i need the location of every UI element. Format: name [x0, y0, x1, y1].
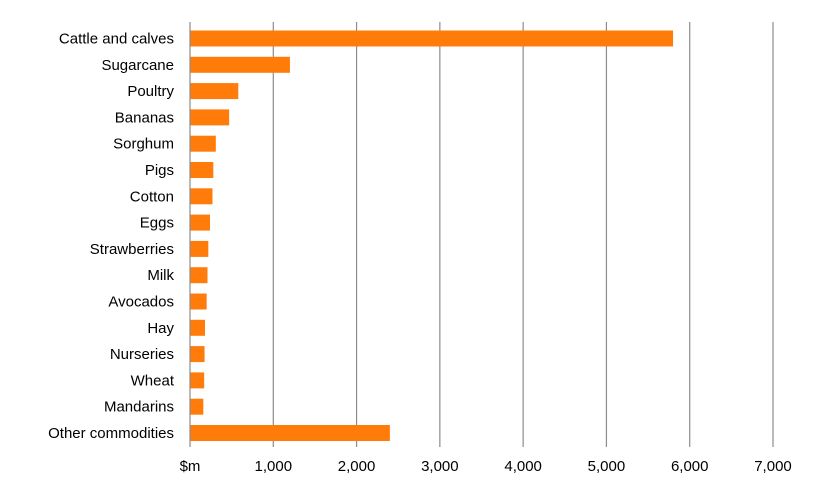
category-label: Strawberries [90, 241, 174, 258]
x-tick-label: $m [180, 458, 201, 475]
bar [190, 267, 208, 284]
bar [190, 162, 214, 178]
bar [190, 30, 674, 47]
category-label: Bananas [115, 109, 174, 126]
gridlines [272, 22, 774, 447]
category-label: Other commodities [48, 425, 174, 442]
bar [190, 425, 390, 441]
bar [190, 240, 209, 257]
x-tick-label: 3,000 [421, 458, 459, 475]
bar [190, 372, 205, 389]
bar [190, 83, 239, 100]
category-label: Eggs [140, 215, 174, 232]
category-label: Pigs [145, 162, 174, 179]
x-tick-label: 1,000 [255, 458, 293, 475]
x-tick-labels: $m 1,000 2,000 3,000 4,000 5,000 6,000 7,000 [180, 458, 792, 475]
category-label: Wheat [131, 372, 175, 389]
bar [190, 293, 207, 310]
category-label: Sorghum [113, 136, 174, 153]
category-label: Poultry [127, 83, 174, 100]
category-label: Nurseries [110, 346, 174, 363]
bar [190, 319, 205, 336]
category-labels: Cattle and calves Sugarcane Poultry Bananas… [48, 30, 175, 442]
category-label: Milk [147, 267, 174, 284]
bar [190, 56, 290, 73]
category-label: Sugarcane [101, 57, 174, 74]
category-label: Avocados [108, 293, 174, 310]
category-label: Mandarins [104, 399, 174, 416]
x-tick-label: 2,000 [338, 458, 376, 475]
bar [190, 398, 204, 415]
x-tick-label: 6,000 [671, 458, 709, 475]
x-tick-label: 4,000 [504, 458, 542, 475]
x-tick-label: 7,000 [754, 458, 792, 475]
bar [190, 214, 210, 231]
category-label: Cattle and calves [59, 30, 174, 47]
x-tick-label: 5,000 [588, 458, 626, 475]
bars [190, 30, 674, 441]
bar [190, 346, 205, 363]
bar [190, 109, 230, 126]
category-label: Hay [147, 320, 174, 337]
bar [190, 135, 216, 152]
category-label: Cotton [130, 188, 174, 205]
bar [190, 188, 213, 205]
